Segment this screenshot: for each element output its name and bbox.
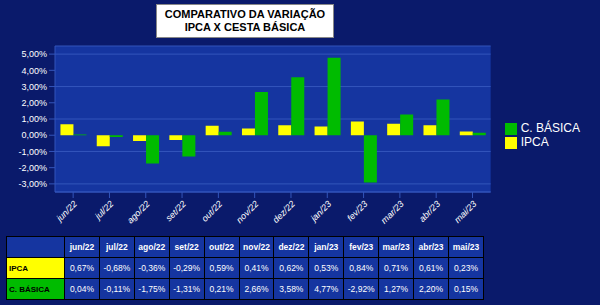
html-text:ago/22: ago/22	[138, 242, 166, 252]
html-text:abr/23: abr/23	[418, 242, 444, 252]
svg-text:-2,00%: -2,00%	[18, 163, 47, 173]
html-text:jul/22: jul/22	[106, 242, 128, 252]
svg-text:jan/23: jan/23	[308, 199, 333, 224]
html-text:mar/23: mar/23	[382, 242, 410, 252]
svg-text:mai/23: mai/23	[452, 199, 478, 225]
html-text:0,15%: 0,15%	[453, 284, 478, 294]
html-text:jan/23: jan/23	[314, 242, 339, 252]
svg-text:-3,00%: -3,00%	[18, 179, 47, 189]
html-text:0,04%: 0,04%	[69, 284, 94, 294]
html-text:3,58%: 3,58%	[279, 284, 304, 294]
html-text:0,53%: 0,53%	[314, 263, 339, 273]
html-text:0,71%: 0,71%	[384, 263, 409, 273]
html-text:-0,11%: -0,11%	[103, 284, 130, 294]
html-text:2,66%: 2,66%	[244, 284, 269, 294]
html-text:0,41%: 0,41%	[244, 263, 269, 273]
html-text:mai/23: mai/23	[452, 242, 480, 252]
html-text:dez/22: dez/22	[278, 242, 305, 252]
html-text:4,77%: 4,77%	[314, 284, 339, 294]
html-text:IPCA: IPCA	[9, 263, 29, 273]
svg-text:4,00%: 4,00%	[21, 66, 47, 76]
html-text:1,27%: 1,27%	[384, 284, 409, 294]
html-text:set/22: set/22	[174, 242, 199, 252]
html-text:out/22: out/22	[209, 242, 235, 252]
html-text:0,84%: 0,84%	[349, 263, 374, 273]
html-text:0,67%: 0,67%	[69, 263, 94, 273]
svg-text:out/22: out/22	[200, 199, 225, 224]
html-text:C. BÁSICA: C. BÁSICA	[520, 121, 580, 135]
svg-text:jun/22: jun/22	[54, 199, 79, 224]
html-text:2,20%: 2,20%	[419, 284, 444, 294]
html-text:-0,68%: -0,68%	[103, 263, 131, 273]
html-text:0,21%: 0,21%	[209, 284, 234, 294]
svg-text:3,00%: 3,00%	[21, 82, 47, 92]
html-text:COMPARATIVO DA VARIAÇÃO IPCA X: COMPARATIVO DA VARIAÇÃO IPCA X CESTA BÁS…	[164, 8, 326, 33]
svg-text:abr/23: abr/23	[417, 199, 442, 224]
html-text:jun/22: jun/22	[69, 242, 95, 252]
html-text:-1,75%: -1,75%	[138, 284, 166, 294]
svg-text:nov/22: nov/22	[234, 199, 260, 225]
html-text:0,61%: 0,61%	[419, 263, 444, 273]
svg-text:jul/22: jul/22	[92, 199, 115, 222]
svg-text:2,00%: 2,00%	[21, 98, 47, 108]
svg-text:ago/22: ago/22	[125, 199, 152, 226]
html-text:0,62%: 0,62%	[279, 263, 304, 273]
svg-text:mar/23: mar/23	[379, 199, 406, 226]
svg-text:5,00%: 5,00%	[21, 49, 47, 59]
html-text:0,23%: 0,23%	[453, 263, 478, 273]
html-text:fev/23: fev/23	[349, 242, 374, 252]
html-text:-0,36%: -0,36%	[138, 263, 166, 273]
svg-text:fev/23: fev/23	[345, 199, 369, 223]
html-text:nov/22: nov/22	[243, 242, 270, 252]
html-text:0,59%: 0,59%	[209, 263, 234, 273]
html-text:C. BÁSICA: C. BÁSICA	[9, 284, 50, 294]
svg-text:-1,00%: -1,00%	[18, 147, 47, 157]
svg-text:1,00%: 1,00%	[21, 114, 47, 124]
svg-text:set/22: set/22	[164, 199, 188, 223]
html-text:-0,29%: -0,29%	[173, 263, 201, 273]
html-text:IPCA: IPCA	[520, 135, 549, 149]
html-text:-2,92%: -2,92%	[347, 284, 375, 294]
svg-text:0,00%: 0,00%	[21, 130, 47, 140]
svg-text:dez/22: dez/22	[271, 199, 297, 225]
html-text:-1,31%: -1,31%	[173, 284, 201, 294]
